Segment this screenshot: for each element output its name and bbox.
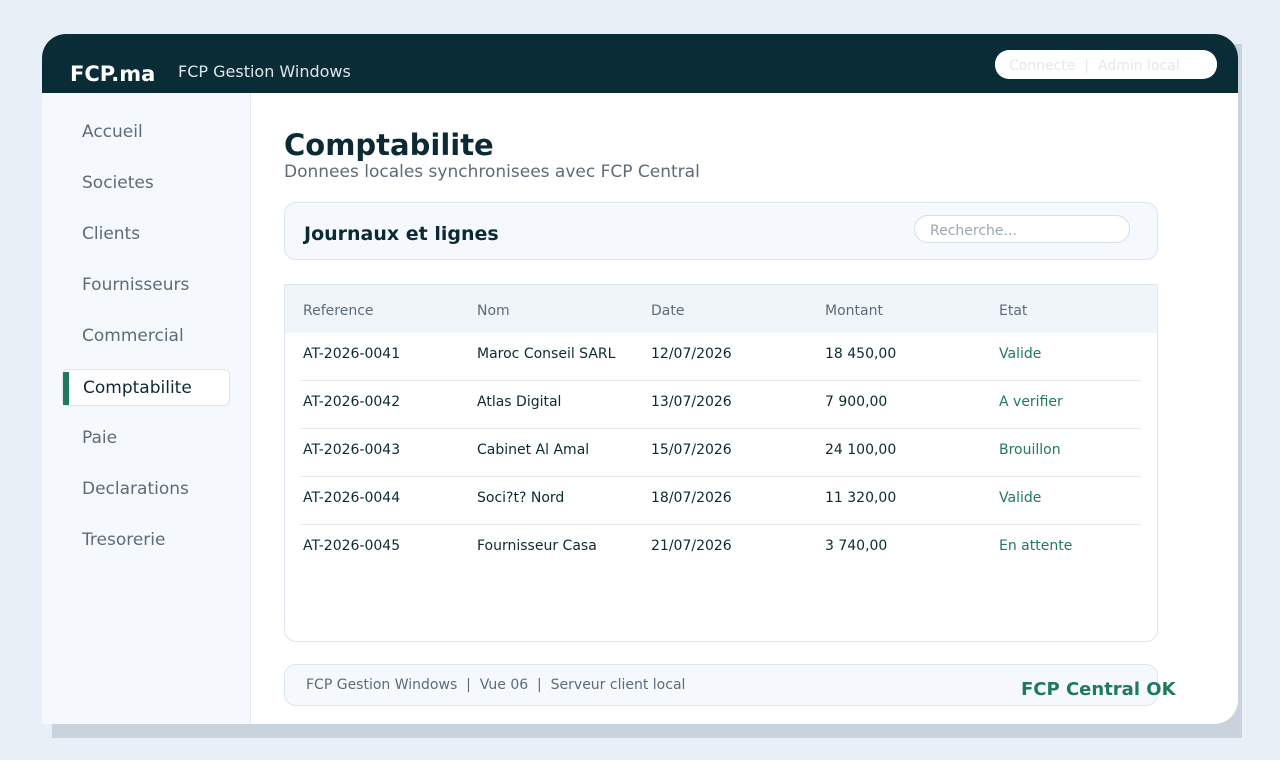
nav-item[interactable]: Comptabilite bbox=[62, 369, 230, 406]
cell: 15/07/2026 bbox=[651, 442, 732, 458]
cell: 21/07/2026 bbox=[651, 538, 732, 554]
column-header: Montant bbox=[825, 303, 883, 319]
row-divider bbox=[301, 524, 1141, 525]
app-name: FCP Gestion Windows bbox=[178, 62, 351, 81]
nav-item[interactable]: Tresorerie bbox=[82, 530, 166, 550]
nav-item[interactable]: Clients bbox=[82, 224, 141, 244]
cell: Soci?t? Nord bbox=[477, 490, 565, 506]
nav-item[interactable]: Commercial bbox=[82, 326, 184, 346]
nav-item[interactable]: Accueil bbox=[82, 122, 143, 142]
status-cell: En attente bbox=[999, 538, 1073, 554]
status-cell: A verifier bbox=[999, 394, 1063, 410]
cell: AT-2026-0045 bbox=[303, 538, 401, 554]
cell: 18/07/2026 bbox=[651, 490, 732, 506]
page-subtitle: Donnees locales synchronisees avec FCP C… bbox=[284, 162, 700, 182]
cell: 3 740,00 bbox=[825, 538, 888, 554]
column-header: Etat bbox=[999, 303, 1028, 319]
search[interactable]: Recherche... bbox=[914, 215, 1130, 243]
cell: AT-2026-0042 bbox=[303, 394, 401, 410]
status-cell: Brouillon bbox=[999, 442, 1061, 458]
status: Connecte | Admin local bbox=[995, 50, 1217, 79]
row-divider bbox=[301, 428, 1141, 429]
nav-item[interactable]: Fournisseurs bbox=[82, 275, 190, 295]
panel-title: Journaux et lignes bbox=[304, 223, 499, 245]
row-divider bbox=[301, 380, 1141, 381]
column-header: Nom bbox=[477, 303, 510, 319]
cell: 24 100,00 bbox=[825, 442, 897, 458]
cell: 7 900,00 bbox=[825, 394, 888, 410]
cell: 18 450,00 bbox=[825, 346, 897, 362]
cell: 13/07/2026 bbox=[651, 394, 732, 410]
cell: Fournisseur Casa bbox=[477, 538, 597, 554]
page-title: Comptabilite bbox=[284, 128, 494, 162]
column-header: Date bbox=[651, 303, 685, 319]
cell: AT-2026-0044 bbox=[303, 490, 401, 506]
footer: FCP Gestion Windows | Vue 06 | Serveur c… bbox=[284, 664, 1176, 706]
cell: Cabinet Al Amal bbox=[477, 442, 590, 458]
row-divider bbox=[301, 476, 1141, 477]
nav-item[interactable]: Declarations bbox=[82, 479, 189, 499]
table: Reference Nom Date Montant Etat AT-2026-0041 M… bbox=[284, 284, 1158, 642]
cell: AT-2026-0043 bbox=[303, 442, 401, 458]
cell: 11 320,00 bbox=[825, 490, 897, 506]
header: FCP.ma FCP Gestion Windows Connecte | Ad… bbox=[42, 34, 1238, 93]
status-cell: Valide bbox=[999, 490, 1042, 506]
cell: Atlas Digital bbox=[477, 394, 562, 410]
footer-status: FCP Central OK bbox=[1021, 679, 1176, 700]
nav-item[interactable]: Paie bbox=[82, 428, 118, 448]
cell: Maroc Conseil SARL bbox=[477, 346, 616, 362]
brand[interactable]: FCP.ma bbox=[70, 62, 156, 86]
sidebar: Accueil Societes Clients Fournisseurs Commer… bbox=[42, 93, 251, 724]
cell: AT-2026-0041 bbox=[303, 346, 401, 362]
footer-info: FCP Gestion Windows | Vue 06 | Serveur c… bbox=[306, 677, 686, 693]
nav-item[interactable]: Societes bbox=[82, 173, 154, 193]
cell: 12/07/2026 bbox=[651, 346, 732, 362]
panel: Journaux et lignes Recherche... bbox=[284, 202, 1158, 260]
table-header: Reference Nom Date Montant Etat bbox=[285, 285, 1157, 333]
status-cell: Valide bbox=[999, 346, 1042, 362]
column-header: Reference bbox=[303, 303, 374, 319]
window: FCP.ma FCP Gestion Windows Connecte | Ad… bbox=[42, 34, 1238, 724]
